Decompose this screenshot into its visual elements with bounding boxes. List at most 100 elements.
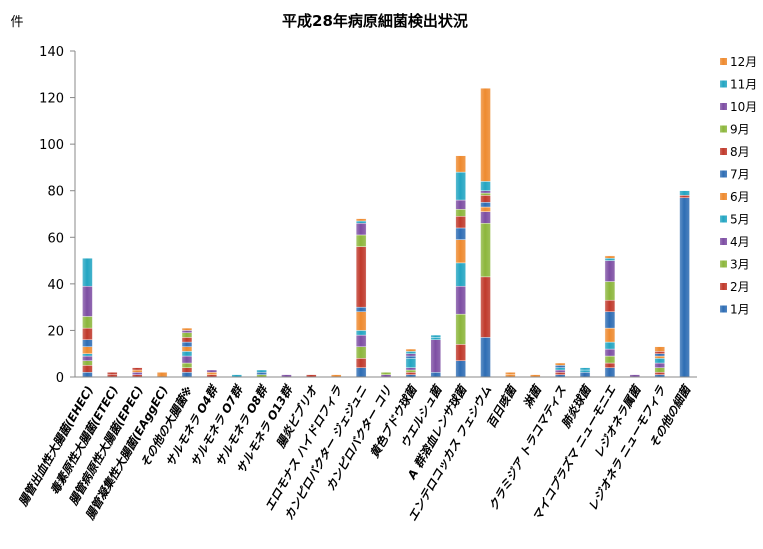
y-tick-label: 80 — [47, 185, 64, 200]
bar-segment — [82, 360, 93, 366]
legend-label: 3月 — [730, 258, 750, 272]
bar-segment — [181, 332, 193, 338]
bar-segment — [455, 171, 466, 201]
bar-segment — [82, 258, 93, 287]
bar-segment — [480, 276, 491, 338]
legend-swatch — [720, 305, 727, 313]
bar-segment — [455, 227, 466, 240]
bar-segment — [679, 190, 690, 196]
bar-segment — [579, 372, 591, 378]
bar-segment — [181, 346, 193, 352]
bar-segment — [131, 372, 143, 375]
bar-segment — [355, 220, 367, 224]
bar-segment — [405, 358, 417, 368]
bar-segment — [604, 348, 616, 357]
bar-segment — [82, 346, 93, 354]
bar-segment — [131, 369, 143, 373]
bar-segment — [355, 246, 367, 308]
legend-swatch — [720, 170, 727, 178]
bar-segment — [604, 355, 616, 364]
y-tick-label: 120 — [39, 92, 64, 107]
bar-segment — [355, 330, 367, 336]
bar-segment — [654, 362, 665, 368]
bar-segment — [82, 355, 93, 361]
bar-segment — [654, 355, 665, 359]
bar-segment — [604, 362, 616, 368]
bar-segment — [430, 339, 441, 373]
bar-segment — [480, 202, 491, 208]
bar-segment — [455, 313, 466, 345]
bar-segment — [480, 337, 491, 378]
x-tick-label: 淋菌 — [520, 381, 545, 410]
bar-segment — [405, 348, 417, 352]
bar-segment — [679, 195, 690, 198]
y-tick-label: 60 — [47, 231, 64, 246]
bar-segment — [554, 365, 566, 368]
bar-segment — [405, 367, 417, 371]
legend-label: 2月 — [730, 280, 750, 294]
legend-swatch — [720, 193, 727, 200]
legend-swatch — [720, 215, 727, 223]
bar-segment — [82, 339, 93, 347]
bar-segment — [554, 367, 566, 371]
legend-swatch — [720, 80, 727, 88]
legend-label: 12月 — [730, 55, 757, 69]
legend-label: 9月 — [730, 123, 750, 137]
legend: 12月 11月 10月 9月 8月 7月 6月 5月 4月 3月 2月 1月 — [720, 55, 757, 317]
bar-segment — [82, 353, 93, 357]
legend-label: 4月 — [730, 235, 750, 249]
bar-segment — [604, 327, 616, 343]
bar-segment — [156, 372, 168, 378]
legend-label: 1月 — [730, 303, 750, 317]
legend-swatch — [720, 58, 727, 65]
bar-segment — [654, 346, 665, 352]
y-tick-label: 0 — [56, 371, 64, 386]
legend-label: 8月 — [730, 145, 750, 159]
bar-segment — [355, 346, 367, 359]
bar-segment — [430, 337, 441, 340]
bar-segment — [206, 372, 218, 375]
y-axis-ticks: 0 20 40 60 80 100 120 140 — [39, 45, 75, 386]
bar-segment — [455, 344, 466, 361]
bar-segment — [455, 155, 466, 173]
legend-swatch — [720, 103, 727, 110]
bar-segment — [554, 372, 566, 375]
bar-segment — [355, 218, 367, 222]
bar-segment — [604, 258, 616, 261]
bar-segment — [405, 355, 417, 359]
plot-area — [82, 88, 690, 378]
bar-segment — [455, 239, 466, 264]
y-tick-label: 20 — [47, 324, 64, 339]
bar-segment — [256, 372, 267, 375]
legend-swatch — [720, 238, 727, 245]
bar-segment — [604, 311, 616, 329]
bar-segment — [181, 327, 193, 331]
bar-segment — [181, 362, 193, 368]
bar-segment — [604, 299, 616, 312]
bar-segment — [455, 262, 466, 287]
bar-segment — [654, 372, 665, 375]
bar-segment — [355, 367, 367, 378]
bar-segment — [430, 334, 441, 338]
bar-segment — [455, 216, 466, 229]
bar-segment — [355, 334, 367, 347]
bar-segment — [480, 181, 491, 191]
bar-segment — [480, 192, 491, 196]
legend-swatch — [720, 283, 727, 290]
legend-swatch — [720, 148, 727, 155]
bar-segment — [405, 372, 417, 375]
bar-segment — [181, 367, 193, 373]
bar-segment — [355, 234, 367, 247]
bar-segment — [455, 199, 466, 210]
bar-segment — [654, 351, 665, 354]
bar-segment — [355, 311, 367, 331]
bar-segment — [181, 330, 193, 333]
bar-segment — [181, 351, 193, 357]
bar-segment — [505, 372, 516, 375]
bar-segment — [679, 197, 690, 378]
bar-segment — [181, 337, 193, 343]
bar-segment — [480, 195, 491, 203]
bar-segment — [355, 358, 367, 368]
bar-segment — [579, 367, 591, 371]
legend-label: 11月 — [730, 78, 757, 92]
